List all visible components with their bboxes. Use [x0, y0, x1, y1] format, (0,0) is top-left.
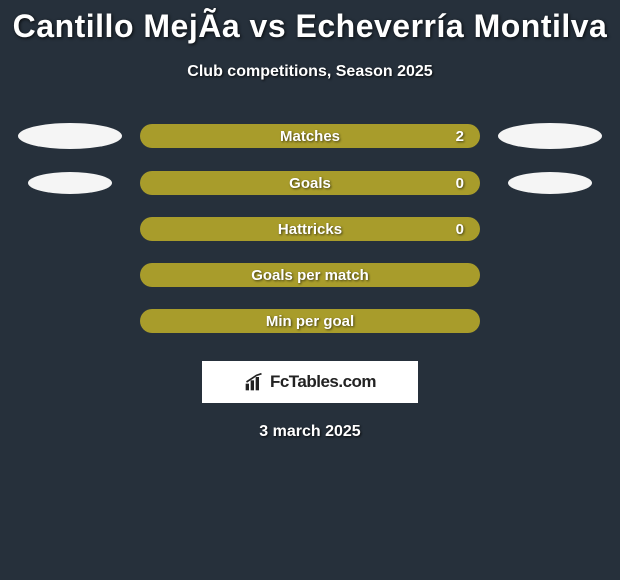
comparison-panel: Cantillo MejÃ­a vs Echeverría Montilva C… — [0, 0, 620, 441]
page-subtitle: Club competitions, Season 2025 — [0, 63, 620, 81]
logo-badge: FcTables.com — [202, 361, 418, 403]
stat-label: Min per goal — [266, 313, 354, 330]
stat-row: Goals 0 — [0, 171, 620, 195]
stat-rows: Matches 2 Goals 0 Hattricks 0 Goals per match M… — [0, 123, 620, 333]
player-right-marker — [498, 123, 602, 149]
stat-label: Matches — [280, 128, 340, 145]
stat-value: 0 — [456, 175, 464, 192]
right-marker-slot — [480, 123, 620, 149]
stat-bar: Matches 2 — [140, 124, 480, 148]
date-label: 3 march 2025 — [0, 423, 620, 441]
page-title: Cantillo MejÃ­a vs Echeverría Montilva — [0, 8, 620, 45]
stat-bar: Goals 0 — [140, 171, 480, 195]
stat-row: Goals per match — [0, 263, 620, 287]
right-marker-slot — [480, 172, 620, 194]
player-left-marker — [28, 172, 112, 194]
chart-bars-icon — [244, 372, 264, 392]
left-marker-slot — [0, 123, 140, 149]
stat-label: Goals per match — [251, 267, 369, 284]
stat-label: Goals — [289, 175, 331, 192]
logo-text: FcTables.com — [270, 372, 376, 392]
stat-value: 0 — [456, 221, 464, 238]
stat-row: Matches 2 — [0, 123, 620, 149]
stat-bar: Goals per match — [140, 263, 480, 287]
player-left-marker — [18, 123, 122, 149]
player-right-marker — [508, 172, 592, 194]
stat-bar: Hattricks 0 — [140, 217, 480, 241]
left-marker-slot — [0, 172, 140, 194]
stat-row: Min per goal — [0, 309, 620, 333]
stat-row: Hattricks 0 — [0, 217, 620, 241]
stat-label: Hattricks — [278, 221, 342, 238]
stat-bar: Min per goal — [140, 309, 480, 333]
stat-value: 2 — [456, 128, 464, 145]
